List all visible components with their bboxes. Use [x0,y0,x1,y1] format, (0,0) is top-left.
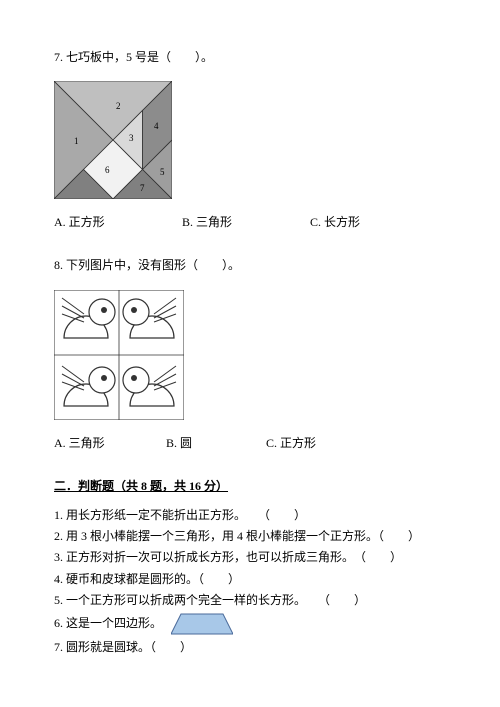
q8-option-b: B. 圆 [166,434,266,453]
svg-text:3: 3 [129,133,134,143]
q8-options: A. 三角形 B. 圆 C. 正方形 [54,434,446,453]
tf-item-5: 5. 一个正方形可以折成两个完全一样的长方形。 （ ） [54,591,446,610]
q7-text: 7. 七巧板中，5 号是（ ）。 [54,48,446,67]
svg-text:7: 7 [140,183,145,193]
svg-text:5: 5 [160,167,165,177]
trapezoid-icon [171,612,233,636]
svg-text:6: 6 [105,165,110,175]
tf-item-4: 4. 硬币和皮球都是圆形的。（ ） [54,570,446,589]
q7-tangram: 1 2 3 4 5 6 7 [54,81,446,199]
tf-item-3: 3. 正方形对折一次可以折成长方形，也可以折成三角形。 （ ） [54,548,446,567]
q8-figure [54,290,446,420]
tf-item-1: 1. 用长方形纸一定不能折出正方形。 （ ） [54,506,446,525]
svg-text:1: 1 [74,136,79,146]
page: 7. 七巧板中，5 号是（ ）。 1 2 3 4 5 6 7 A. 正方形 B. 三角形 C… [0,0,500,689]
tf-item-7: 7. 圆形就是圆球。（ ） [54,638,446,657]
q7-option-a: A. 正方形 [54,213,182,232]
tf-item-2: 2. 用 3 根小棒能摆一个三角形，用 4 根小棒能摆一个正方形。（ ） [54,527,446,546]
section2-title: 二．判断题（共 8 题，共 16 分） [54,477,446,496]
q8-text: 8. 下列图片中，没有图形（ ）。 [54,256,446,275]
q7-options: A. 正方形 B. 三角形 C. 长方形 [54,213,446,232]
tf-item-6-text: 6. 这是一个四边形。 [54,616,162,630]
tf-item-6: 6. 这是一个四边形。 [54,612,446,636]
svg-text:2: 2 [116,101,121,111]
svg-text:4: 4 [154,121,159,131]
q8-option-c: C. 正方形 [266,434,316,453]
q7-option-b: B. 三角形 [182,213,310,232]
q7-option-c: C. 长方形 [310,213,360,232]
q8-option-a: A. 三角形 [54,434,166,453]
